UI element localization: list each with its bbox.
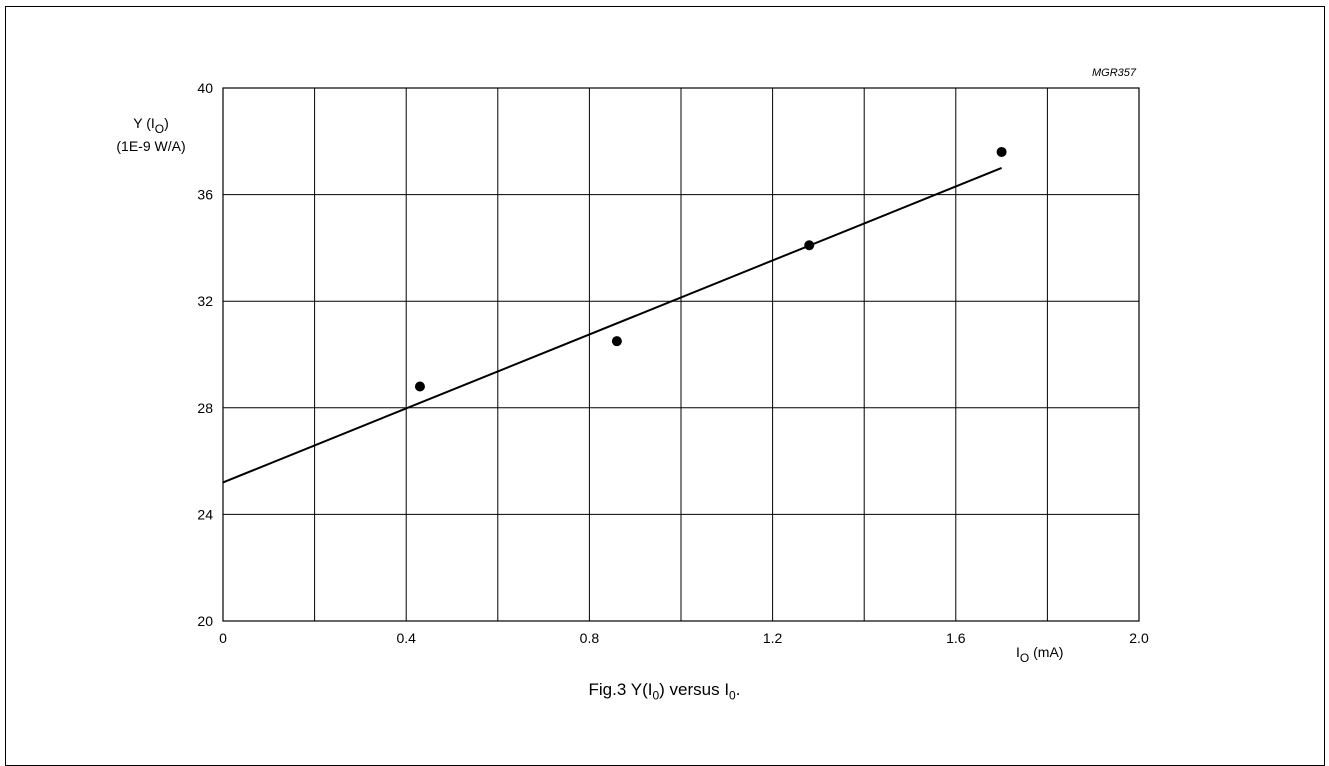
x-tick-label: 1.2 bbox=[763, 630, 783, 646]
plot-border bbox=[222, 87, 1140, 622]
x-axis-label: IO (mA) bbox=[1016, 644, 1063, 665]
data-points bbox=[414, 146, 1007, 392]
x-tick-label: 0.8 bbox=[580, 630, 600, 646]
figure-caption: Fig.3 Y(I0) versus I0. bbox=[588, 680, 741, 703]
grid bbox=[223, 88, 1139, 621]
x-tick-labels: 0 0.4 0.8 1.2 1.6 2.0 bbox=[219, 630, 1149, 646]
x-tick-label: 0 bbox=[219, 630, 227, 646]
y-tick-labels: 20 24 28 32 36 40 bbox=[197, 80, 213, 629]
y-tick-label: 32 bbox=[197, 293, 213, 309]
data-point bbox=[611, 336, 622, 347]
y-tick-label: 36 bbox=[197, 187, 213, 203]
y-tick-label: 24 bbox=[197, 506, 213, 522]
figure-code: MGR357 bbox=[1092, 67, 1137, 79]
y-axis-label: Y (IO) bbox=[133, 115, 169, 136]
y-tick-label: 28 bbox=[197, 400, 213, 416]
fit-line bbox=[222, 167, 1002, 484]
chart: 20 24 28 32 36 40 0 0.4 0.8 1.2 1.6 2.0 MGR357 Y (… bbox=[116, 67, 1149, 665]
data-point bbox=[996, 146, 1007, 157]
y-tick-label: 40 bbox=[197, 80, 213, 96]
x-tick-label: 1.6 bbox=[946, 630, 966, 646]
x-tick-label: 2.0 bbox=[1129, 630, 1149, 646]
x-tick-label: 0.4 bbox=[396, 630, 416, 646]
y-tick-label: 20 bbox=[197, 613, 213, 629]
y-axis-unit: (1E-9 W/A) bbox=[116, 138, 185, 154]
data-point bbox=[414, 381, 425, 392]
data-point bbox=[804, 240, 815, 251]
